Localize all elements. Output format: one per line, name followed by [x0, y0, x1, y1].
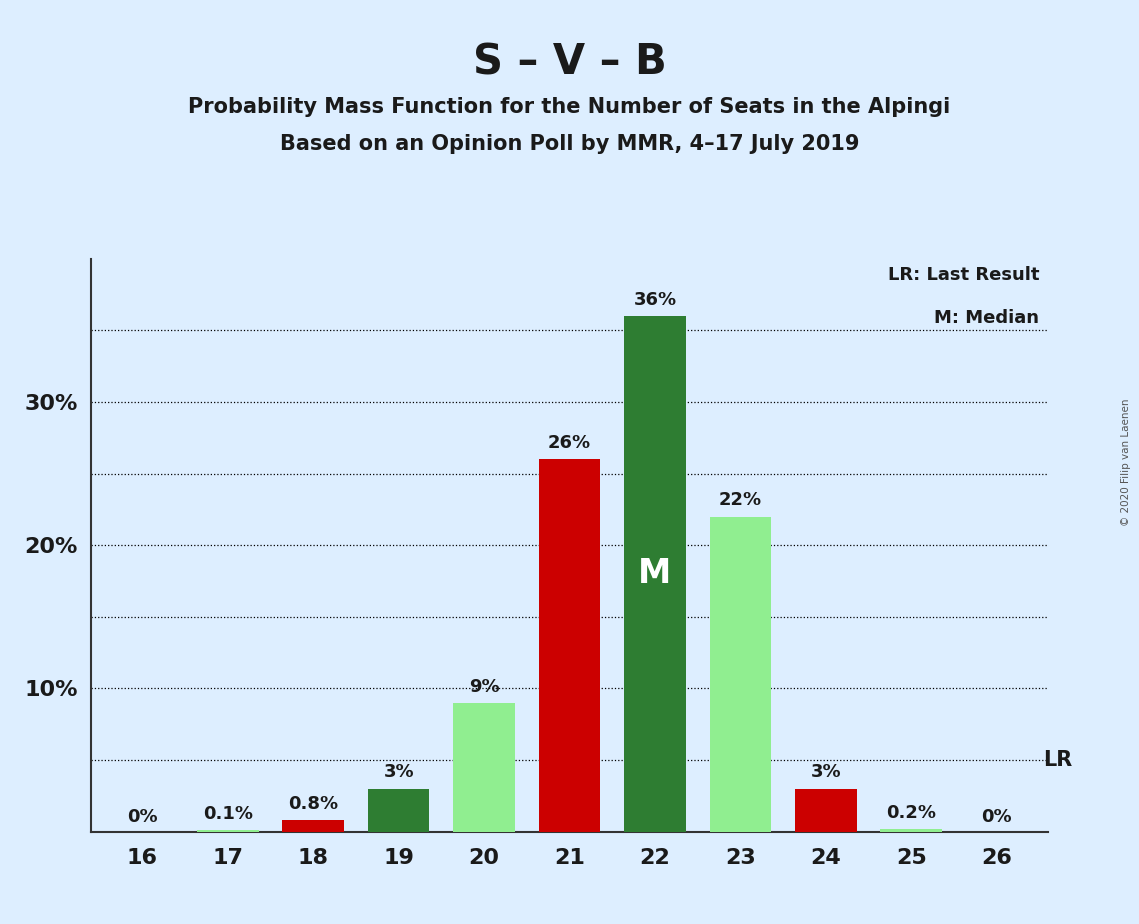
Text: 0.1%: 0.1% [203, 805, 253, 823]
Text: 22%: 22% [719, 492, 762, 509]
Text: LR: Last Result: LR: Last Result [887, 266, 1040, 284]
Text: M: M [638, 557, 672, 590]
Bar [282, 821, 344, 832]
Text: 0%: 0% [128, 808, 157, 826]
Text: 9%: 9% [469, 677, 499, 696]
Bar [710, 517, 771, 832]
Text: 0.2%: 0.2% [886, 804, 936, 821]
Bar [197, 830, 259, 832]
Text: 3%: 3% [811, 763, 841, 782]
Text: 3%: 3% [384, 763, 413, 782]
Text: LR: LR [1043, 750, 1073, 770]
Bar [880, 829, 942, 832]
Bar [368, 789, 429, 832]
Text: Probability Mass Function for the Number of Seats in the Alpingi: Probability Mass Function for the Number… [188, 97, 951, 117]
Text: M: Median: M: Median [934, 309, 1040, 327]
Bar [539, 459, 600, 832]
Bar [624, 316, 686, 832]
Text: 0.8%: 0.8% [288, 795, 338, 813]
Text: 26%: 26% [548, 434, 591, 452]
Bar [795, 789, 857, 832]
Text: 36%: 36% [633, 291, 677, 309]
Text: Based on an Opinion Poll by MMR, 4–17 July 2019: Based on an Opinion Poll by MMR, 4–17 Ju… [280, 134, 859, 154]
Text: S – V – B: S – V – B [473, 42, 666, 83]
Bar [453, 703, 515, 832]
Text: © 2020 Filip van Laenen: © 2020 Filip van Laenen [1121, 398, 1131, 526]
Text: 0%: 0% [982, 808, 1011, 826]
